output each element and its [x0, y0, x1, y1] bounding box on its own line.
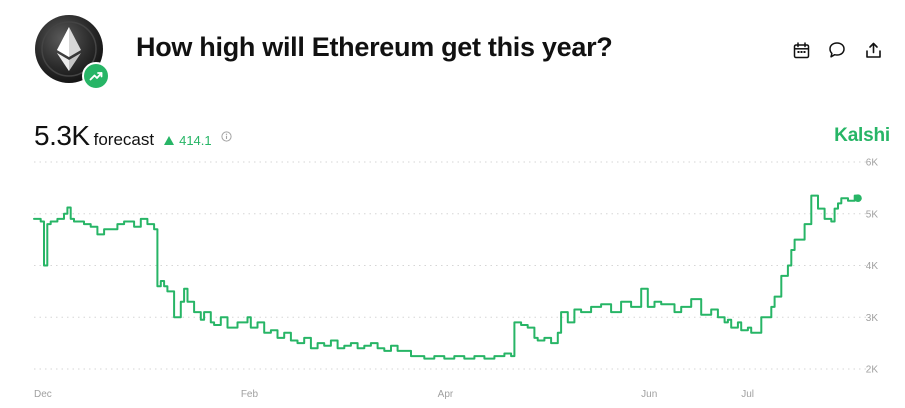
forecast-value: 5.3K [34, 120, 90, 151]
x-tick-label: Apr [438, 389, 454, 400]
change-up-arrow-icon [164, 136, 175, 145]
forecast-label: forecast [93, 130, 155, 149]
x-tick-label: Jul [741, 389, 754, 400]
comment-button[interactable] [827, 40, 847, 60]
x-tick-label: Jun [641, 389, 657, 400]
info-button[interactable] [221, 130, 232, 142]
x-tick-label: Dec [34, 389, 52, 400]
comment-icon [829, 42, 845, 58]
forecast-change-value: 414.1 [179, 133, 212, 148]
brand-logo[interactable]: Kalshi [834, 125, 890, 146]
trending-up-icon [89, 72, 103, 81]
y-tick-label: 5K [866, 209, 879, 220]
latest-value-marker [854, 194, 862, 203]
x-axis-ticks: Dec Feb Apr Jun Jul [34, 389, 754, 400]
y-tick-label: 2K [866, 365, 879, 376]
x-tick-label: Feb [241, 389, 259, 400]
calendar-button[interactable] [791, 40, 811, 60]
y-axis-ticks: 2K 3K 4K 5K 6K [866, 158, 879, 376]
y-tick-label: 4K [866, 261, 879, 272]
info-icon [221, 130, 232, 142]
header-actions [791, 40, 883, 60]
trending-up-badge [82, 62, 110, 90]
share-button[interactable] [863, 40, 883, 60]
y-tick-label: 6K [866, 158, 879, 169]
page-title: How high will Ethereum get this year? [136, 32, 613, 62]
share-icon [865, 42, 881, 58]
forecast-summary: 5.3K forecast 414.1 [34, 120, 232, 152]
y-tick-label: 3K [866, 313, 879, 324]
forecast-change: 414.1 [164, 133, 212, 148]
chart-grid [34, 161, 868, 370]
calendar-icon [793, 41, 809, 58]
forecast-series-line [33, 194, 859, 360]
